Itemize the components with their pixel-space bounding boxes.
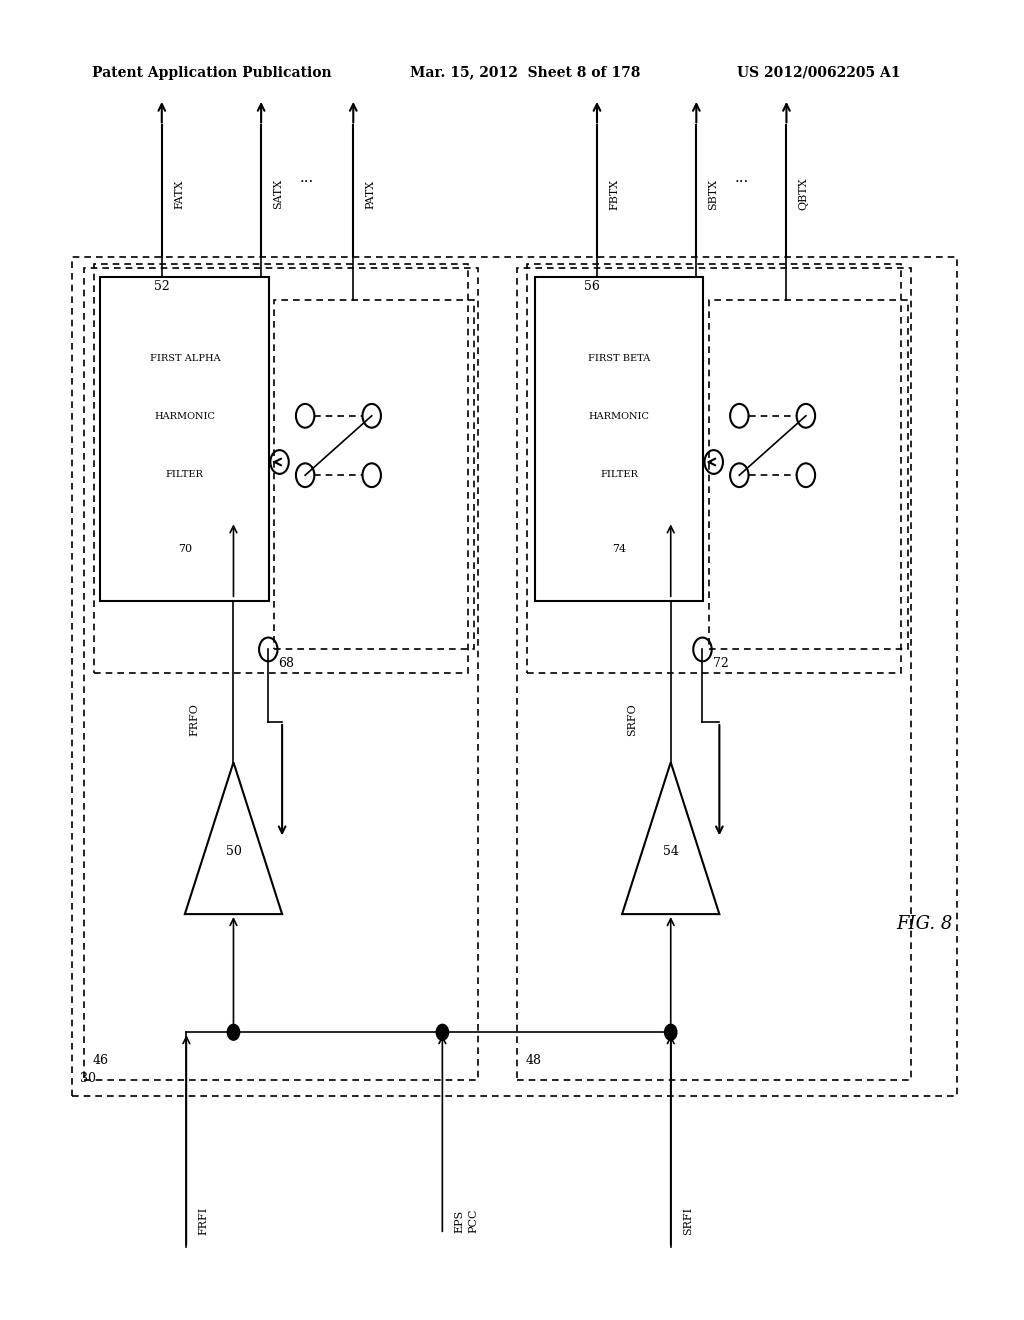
Text: 46: 46 xyxy=(92,1053,109,1067)
Circle shape xyxy=(436,1024,449,1040)
Circle shape xyxy=(227,1024,240,1040)
Text: EPS: EPS xyxy=(455,1209,465,1233)
Text: SRFO: SRFO xyxy=(627,704,637,737)
Bar xyxy=(527,264,901,673)
Text: FRFO: FRFO xyxy=(189,704,200,737)
Bar xyxy=(72,257,957,1096)
Text: HARMONIC: HARMONIC xyxy=(155,412,215,421)
Text: FILTER: FILTER xyxy=(600,470,638,479)
Bar xyxy=(535,277,703,601)
Text: FBTX: FBTX xyxy=(609,178,620,210)
Text: FRFI: FRFI xyxy=(199,1206,209,1236)
Text: 68: 68 xyxy=(279,657,295,671)
Text: HARMONIC: HARMONIC xyxy=(589,412,649,421)
Text: SRFI: SRFI xyxy=(683,1206,693,1236)
Text: 50: 50 xyxy=(225,845,242,858)
Text: PCC: PCC xyxy=(468,1209,478,1233)
Text: FIRST ALPHA: FIRST ALPHA xyxy=(150,354,220,363)
Bar xyxy=(100,277,269,601)
Bar xyxy=(274,300,474,649)
Text: 54: 54 xyxy=(663,845,679,858)
Text: FILTER: FILTER xyxy=(166,470,204,479)
Text: ...: ... xyxy=(734,172,749,185)
Text: ...: ... xyxy=(300,172,314,185)
Bar xyxy=(517,268,911,1080)
Text: Mar. 15, 2012  Sheet 8 of 178: Mar. 15, 2012 Sheet 8 of 178 xyxy=(410,66,640,79)
Text: SATX: SATX xyxy=(273,180,284,209)
Text: QBTX: QBTX xyxy=(799,178,809,210)
Text: 74: 74 xyxy=(612,544,626,554)
Bar xyxy=(84,268,478,1080)
Text: Patent Application Publication: Patent Application Publication xyxy=(92,66,332,79)
Text: 30: 30 xyxy=(80,1072,96,1085)
Circle shape xyxy=(665,1024,677,1040)
Text: FATX: FATX xyxy=(174,180,184,209)
Text: 52: 52 xyxy=(154,280,169,293)
Text: PATX: PATX xyxy=(366,180,376,209)
Text: FIRST BETA: FIRST BETA xyxy=(588,354,650,363)
Bar xyxy=(94,264,468,673)
Bar xyxy=(709,300,908,649)
Text: 72: 72 xyxy=(713,657,728,671)
Text: 70: 70 xyxy=(178,544,191,554)
Text: 48: 48 xyxy=(525,1053,542,1067)
Text: 56: 56 xyxy=(584,280,600,293)
Text: US 2012/0062205 A1: US 2012/0062205 A1 xyxy=(737,66,901,79)
Text: SBTX: SBTX xyxy=(709,178,719,210)
Text: FIG. 8: FIG. 8 xyxy=(896,915,952,933)
